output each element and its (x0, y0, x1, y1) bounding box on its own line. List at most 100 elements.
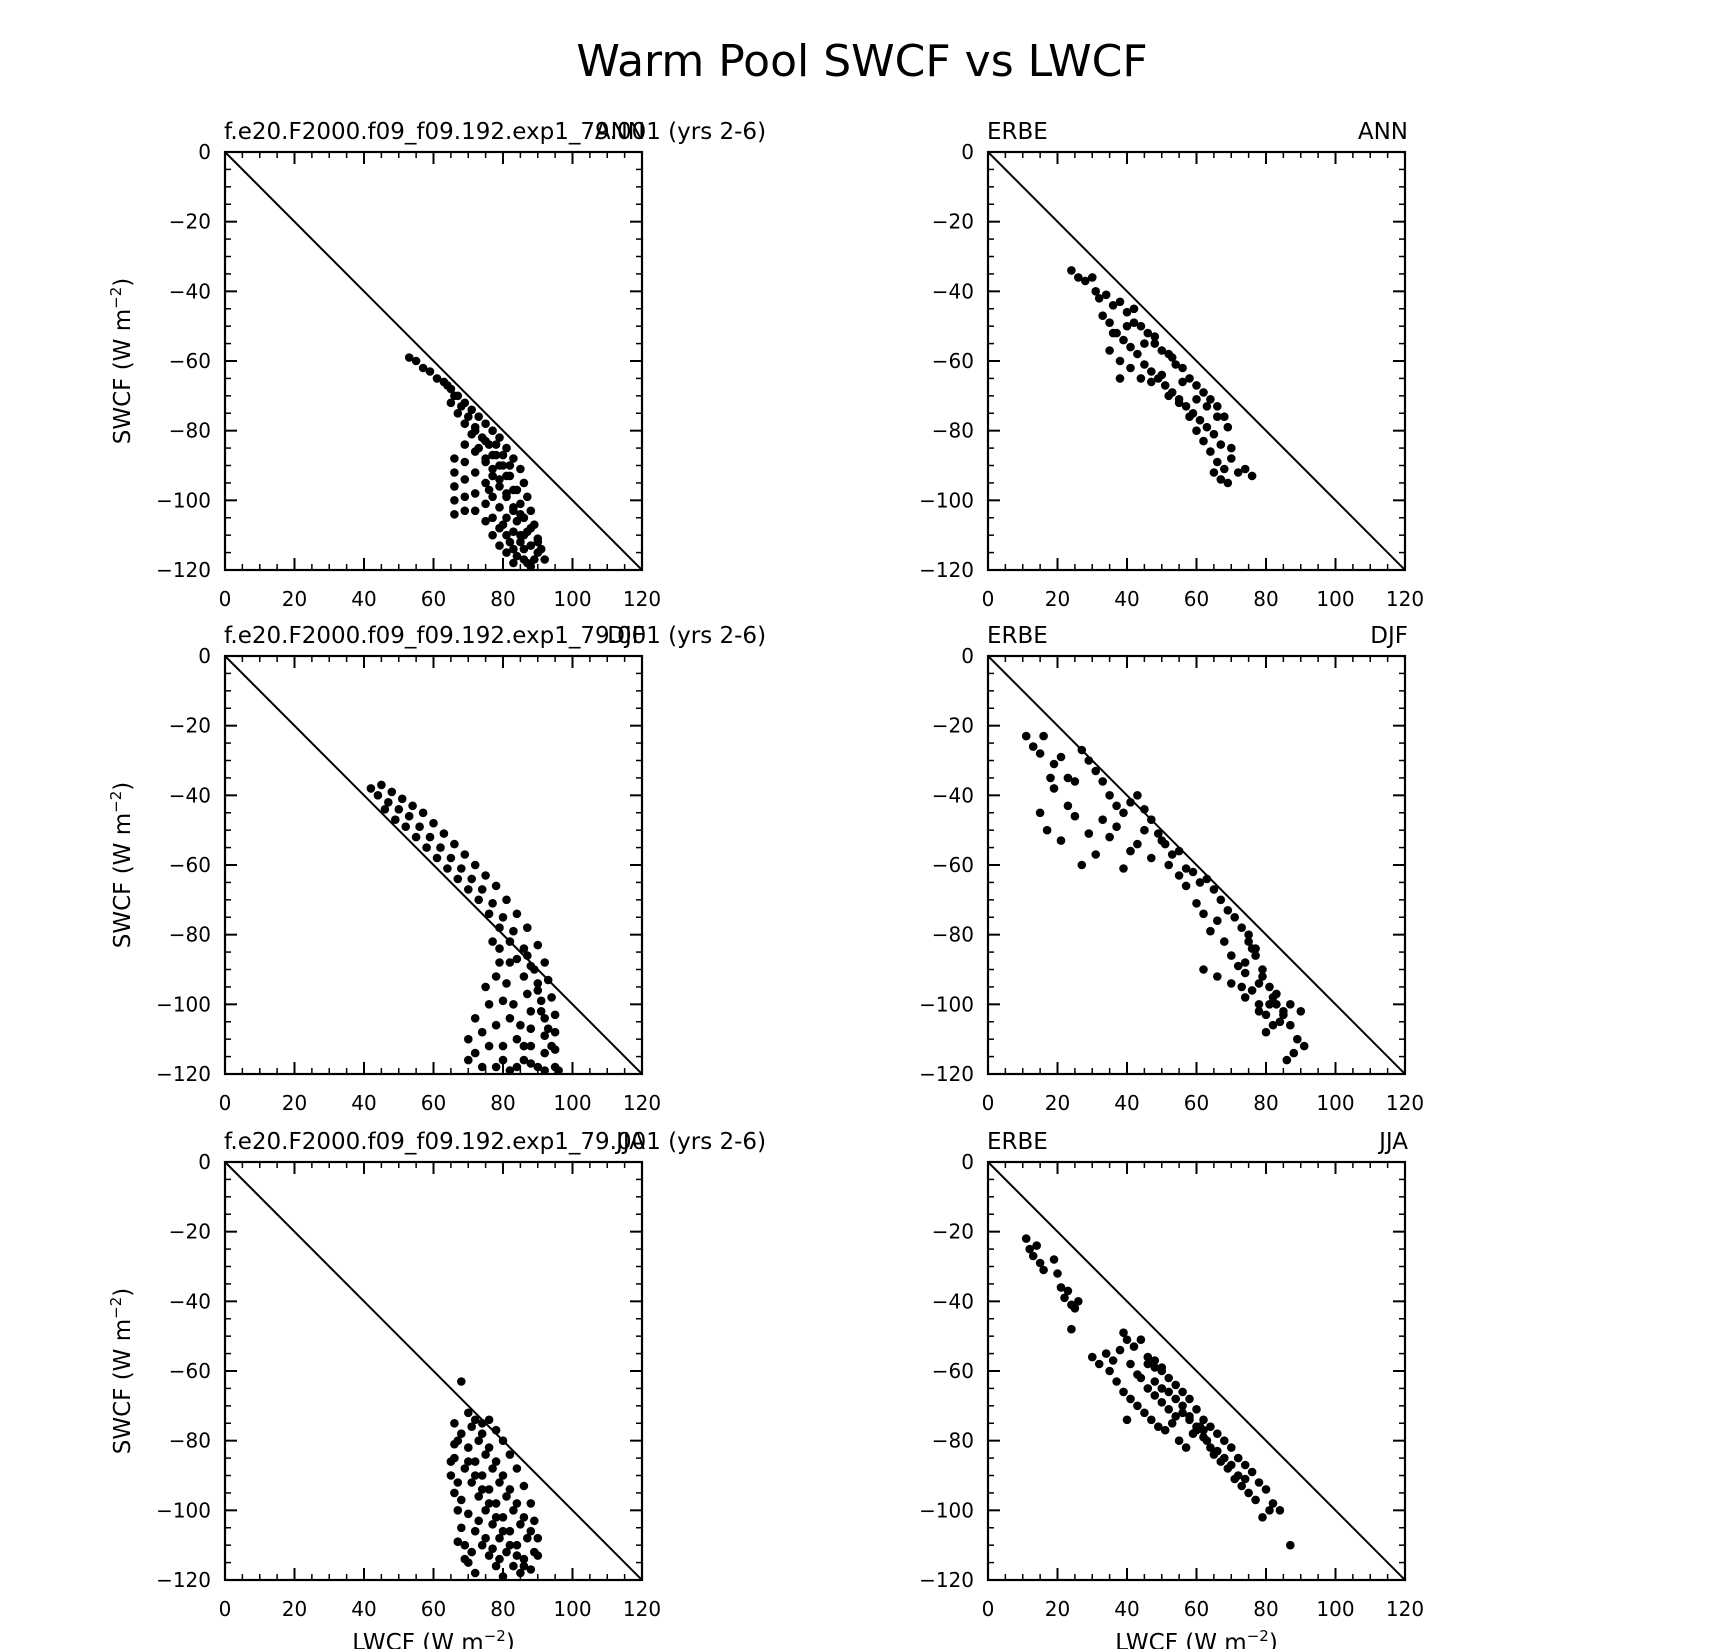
data-point (1126, 1359, 1135, 1369)
data-point (1154, 829, 1163, 838)
data-point (1213, 1429, 1222, 1438)
x-tick-label: 40 (1114, 1597, 1139, 1621)
data-point (1063, 773, 1073, 783)
data-point (1021, 731, 1031, 741)
data-point (1233, 961, 1243, 971)
data-point (1077, 745, 1087, 755)
data-point (1157, 346, 1167, 355)
data-point (1147, 815, 1156, 824)
data-point (1202, 402, 1212, 411)
data-point (512, 1540, 522, 1550)
data-point (1035, 808, 1045, 818)
x-tick-label: 20 (1045, 1597, 1070, 1621)
data-point (491, 1561, 501, 1571)
data-point (1199, 1415, 1208, 1425)
minor-ticks (988, 152, 1405, 570)
data-point (477, 1027, 487, 1037)
one-to-one-line (224, 655, 643, 1075)
data-point (1293, 1034, 1302, 1044)
data-point (453, 874, 463, 884)
data-point (495, 1533, 504, 1543)
data-point (484, 485, 494, 495)
y-tick-label: −100 (156, 1498, 211, 1522)
y-tick-label: −60 (932, 349, 974, 373)
data-point (502, 471, 511, 481)
data-point (464, 1408, 473, 1418)
x-tick-label: 80 (490, 1597, 515, 1621)
panel-right-title: DJF (607, 623, 645, 649)
data-point (1174, 846, 1184, 856)
data-point (1275, 1506, 1285, 1515)
data-point (495, 958, 504, 967)
data-point (1122, 1335, 1132, 1344)
data-point (540, 1031, 549, 1040)
data-point (516, 537, 525, 547)
data-point (1063, 801, 1073, 811)
data-point (384, 798, 393, 807)
data-point (1254, 1007, 1264, 1016)
data-point (1070, 811, 1080, 821)
data-point (516, 464, 525, 474)
data-point (484, 1415, 494, 1425)
data-point (526, 1024, 536, 1033)
data-point (1227, 443, 1236, 453)
x-tick-label: 120 (623, 1091, 661, 1115)
y-tick-label: −20 (169, 714, 211, 738)
data-point (453, 1537, 463, 1546)
data-point (512, 1551, 522, 1560)
data-point (1199, 1432, 1208, 1442)
data-point (464, 1055, 473, 1065)
data-point (1254, 979, 1264, 988)
y-axis-label: SWCF (W m−2) (107, 1288, 136, 1454)
data-point (495, 482, 504, 491)
data-point (1199, 965, 1208, 974)
data-point (502, 1547, 511, 1557)
data-point (1299, 1041, 1309, 1051)
data-point (464, 1443, 473, 1452)
data-point (533, 1533, 543, 1543)
data-point (1195, 415, 1205, 425)
data-point (1147, 367, 1156, 376)
data-point (1202, 422, 1212, 432)
data-point (1247, 986, 1257, 995)
data-point (477, 1062, 487, 1072)
data-point (526, 1565, 536, 1574)
data-point (1140, 1408, 1149, 1418)
minor-ticks (225, 1162, 642, 1580)
data-point (436, 843, 445, 852)
data-point (519, 544, 529, 554)
data-point (1230, 913, 1239, 922)
data-point (450, 482, 459, 491)
data-point (1254, 1000, 1264, 1009)
y-tick-label: 0 (961, 140, 974, 164)
data-point (1286, 1000, 1295, 1009)
data-point (1035, 749, 1045, 758)
data-point (450, 510, 459, 519)
data-point (1206, 1443, 1215, 1452)
data-point (1150, 1377, 1160, 1386)
data-point (481, 871, 490, 880)
data-point (488, 471, 497, 481)
data-point (1140, 805, 1149, 814)
data-point (1185, 1415, 1194, 1425)
data-point (1157, 1384, 1167, 1393)
data-point (523, 1533, 532, 1543)
data-point (460, 1464, 470, 1473)
data-point (366, 784, 376, 793)
data-point (1133, 349, 1142, 359)
data-point (1105, 318, 1114, 328)
data-point (432, 853, 442, 863)
data-point (1105, 1366, 1114, 1376)
one-to-one-line (987, 1161, 1406, 1581)
data-point (495, 461, 504, 470)
data-point (1258, 965, 1267, 974)
data-point (1119, 864, 1128, 873)
data-point (1157, 1398, 1167, 1407)
data-point (474, 1516, 484, 1526)
x-tick-label: 80 (1253, 587, 1278, 611)
data-point (509, 527, 518, 536)
data-point (1101, 290, 1111, 300)
data-point (418, 363, 428, 373)
data-point (418, 808, 428, 818)
data-point (484, 1551, 494, 1560)
